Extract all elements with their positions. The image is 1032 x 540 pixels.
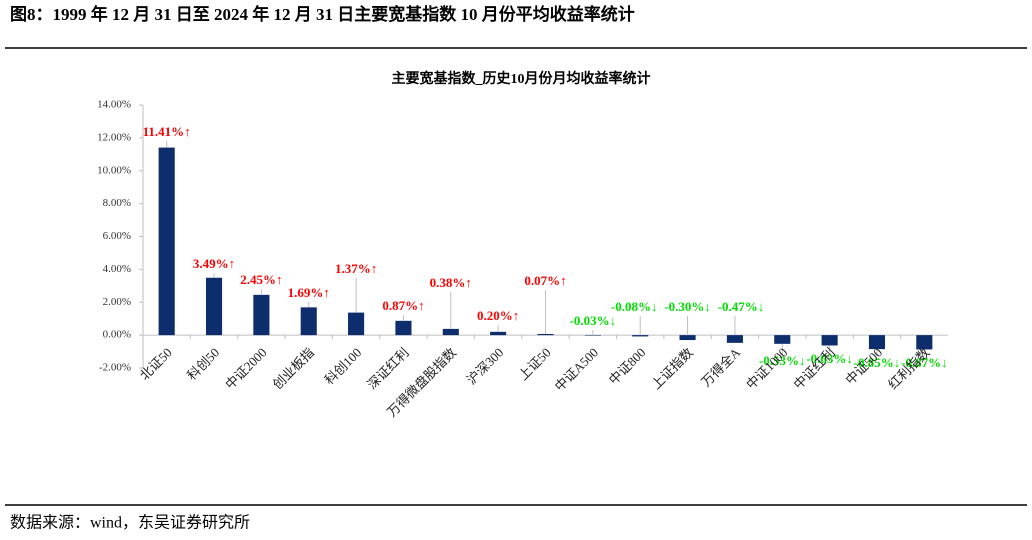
y-tick-label: 8.00%: [103, 197, 131, 209]
y-tick-label: 12.00%: [97, 131, 131, 143]
bar: [537, 333, 554, 336]
bar: [253, 294, 270, 336]
value-label: 0.20%↑: [477, 308, 519, 323]
bar: [490, 331, 507, 336]
value-label: -0.87%↓: [901, 355, 948, 370]
x-tick-label: 沪深300: [464, 345, 507, 388]
value-label: -0.30%↓: [664, 299, 711, 314]
chart-title: 主要宽基指数_历史10月份月均收益率统计: [392, 70, 651, 87]
x-tick-label: 中证1000: [743, 345, 790, 392]
y-tick-label: 6.00%: [103, 230, 131, 242]
x-tick-label: 中证2000: [222, 345, 269, 392]
x-tick-label: 科创100: [322, 345, 365, 388]
value-label: 3.49%↑: [193, 256, 235, 271]
x-tick-label: 创业板指: [270, 345, 317, 392]
x-tick-label: 科创50: [184, 345, 222, 383]
value-label: 11.41%↑: [143, 124, 191, 139]
x-tick-label: 北证50: [137, 345, 175, 383]
source-note: 数据来源：wind，东吴证券研究所: [10, 514, 250, 532]
bar: [774, 335, 791, 344]
bar: [442, 328, 459, 336]
x-tick-label: 上证指数: [648, 345, 695, 392]
value-label: -0.53%↓: [759, 353, 806, 368]
bar: [395, 320, 412, 336]
bar: [205, 277, 223, 336]
bar: [300, 307, 317, 336]
bar: [632, 335, 649, 337]
y-tick-label: 10.00%: [97, 164, 131, 176]
y-tick-label: -2.00%: [99, 362, 131, 374]
x-tick-label: 万得全A: [698, 344, 743, 389]
value-label: 0.38%↑: [430, 275, 472, 290]
bar: [679, 335, 696, 341]
value-label: -0.03%↓: [570, 313, 617, 328]
y-tick-label: 4.00%: [103, 263, 131, 275]
bar: [726, 335, 743, 343]
x-tick-label: 深证红利: [364, 345, 411, 392]
value-label: 1.37%↑: [335, 261, 377, 276]
x-tick-label: 中证800: [606, 345, 649, 388]
bar: [821, 335, 838, 346]
value-label: 0.07%↑: [524, 273, 566, 288]
bar: [158, 147, 175, 336]
y-tick-label: 0.00%: [103, 329, 131, 341]
y-tick-label: 2.00%: [103, 296, 131, 308]
y-tick-label: 14.00%: [97, 99, 131, 111]
value-label: -0.85%↓: [854, 355, 901, 370]
value-label: -0.08%↓: [611, 299, 658, 314]
bar: [868, 335, 886, 350]
value-label: -0.63%↓: [806, 351, 853, 366]
bar: [348, 312, 365, 336]
value-label: 1.69%↑: [288, 285, 330, 300]
value-label: 0.87%↑: [382, 298, 424, 313]
value-label: -0.47%↓: [718, 299, 765, 314]
x-tick-label: 上证50: [516, 345, 554, 383]
value-label: 2.45%↑: [240, 272, 282, 287]
bar: [916, 335, 933, 350]
figure-title: 图8：1999 年 12 月 31 日至 2024 年 12 月 31 日主要宽…: [10, 4, 635, 24]
x-tick-label: 中证A500: [552, 345, 601, 394]
